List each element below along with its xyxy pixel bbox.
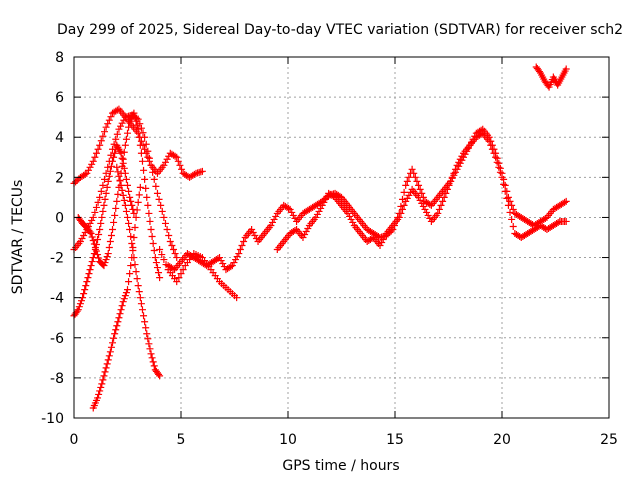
data-point-markers — [89, 183, 144, 412]
y-axis-label: SDTVAR / TECUs — [10, 180, 26, 295]
data-point-markers — [273, 125, 570, 254]
x-tick-label: 15 — [386, 432, 404, 448]
data-markers — [70, 63, 570, 412]
x-tick-label: 5 — [177, 432, 186, 448]
data-point-markers — [113, 163, 164, 380]
x-tick-label: 20 — [493, 432, 511, 448]
chart-title: Day 299 of 2025, Sidereal Day-to-day VTE… — [57, 22, 623, 38]
y-tick-label: -4 — [50, 291, 64, 307]
y-tick-label: -2 — [50, 251, 64, 267]
x-tick-label: 25 — [600, 432, 618, 448]
x-tick-label: 0 — [70, 432, 79, 448]
data-point-markers — [156, 246, 241, 302]
y-tick-label: 8 — [55, 50, 64, 66]
series-track-6 — [113, 163, 164, 380]
data-point-markers — [74, 109, 164, 282]
series-track-9 — [273, 125, 570, 254]
y-tick-label: -10 — [41, 411, 64, 427]
y-tick-label: -6 — [50, 331, 64, 347]
y-tick-label: -8 — [50, 371, 64, 387]
y-tick-label: 2 — [55, 170, 64, 186]
y-tick-label: 0 — [55, 210, 64, 226]
series-track-2 — [70, 111, 181, 262]
series-track-7 — [156, 246, 241, 302]
data-point-markers — [70, 111, 181, 262]
plot-frame — [73, 56, 610, 419]
x-axis-label: GPS time / hours — [282, 458, 399, 474]
y-tick-label: 6 — [55, 90, 64, 106]
series-track-10 — [532, 63, 570, 91]
axis-ticks: 0 5 10 15 20 25 -10 -8 -6 -4 -2 0 2 4 6 8 — [41, 50, 618, 448]
series-track-4 — [74, 109, 164, 282]
y-tick-label: 4 — [55, 130, 64, 146]
x-tick-label: 10 — [279, 432, 297, 448]
data-point-markers — [532, 63, 570, 91]
series-track-5 — [89, 183, 144, 412]
